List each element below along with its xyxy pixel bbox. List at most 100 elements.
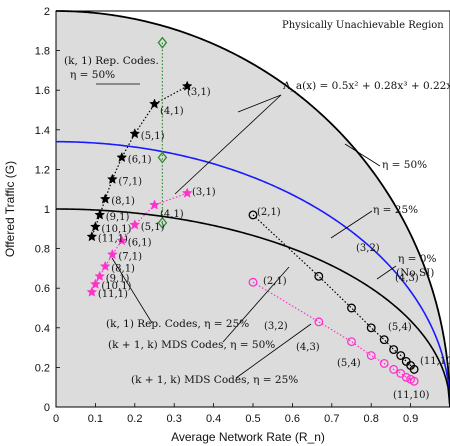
series-3-point	[401, 372, 411, 382]
annotation-eta50: η = 50%	[382, 159, 427, 171]
x-tick-label: 0.2	[127, 413, 142, 425]
annotation-nosi: (No SI)	[396, 267, 434, 279]
series-3-point	[347, 337, 356, 347]
y-tick-label: 0.4	[35, 323, 50, 335]
leader-eta50	[344, 143, 381, 167]
leader-formula-b	[237, 94, 282, 113]
label-rep50-point: (8,1)	[111, 196, 135, 207]
series-3-point	[409, 376, 419, 386]
series-2-point	[396, 351, 406, 360]
series-1-point	[129, 219, 141, 230]
achievable-region	[56, 11, 450, 407]
series-3-point	[248, 277, 258, 287]
label-rep50-point: (7,1)	[118, 176, 142, 187]
series-4-point	[157, 216, 168, 229]
x-tick-label: 0.8	[364, 413, 379, 425]
series-0-point	[116, 151, 128, 163]
label-mds50-32: (3,2)	[356, 243, 380, 254]
series-2-point	[409, 364, 419, 374]
y-tick-label: 0	[44, 402, 50, 414]
series-0-point	[106, 173, 118, 184]
x-tick-label: 0.4	[206, 413, 221, 425]
series-2-point	[389, 345, 399, 355]
series-4-point	[157, 151, 168, 164]
label-mds25-21: (2,1)	[263, 276, 287, 287]
label-pink-31: (3,1)	[192, 187, 216, 198]
label-rep50-point: (5,1)	[141, 131, 165, 142]
x-tick-label: 0.6	[285, 413, 300, 425]
region-label: Physically Unachievable Region	[282, 20, 444, 31]
series-2-point	[248, 210, 258, 220]
label-mds50-1110: (11,10)	[420, 356, 450, 367]
plot-area: (5,1)(6,1)(7,1)(8,1)(9,1)(10,1)(11,1)(5,…	[55, 10, 450, 408]
series-1-point	[116, 235, 128, 246]
leader-mds25	[235, 323, 312, 379]
series-4-point	[157, 36, 168, 49]
label-mds25-54: (5,4)	[337, 358, 361, 369]
label-rep50-41: (4,1)	[160, 106, 184, 117]
label-mds25-32: (3,2)	[264, 321, 288, 332]
series-1-point	[106, 248, 118, 260]
y-tick-label: 0.6	[35, 283, 50, 295]
label-pink-41: (4,1)	[160, 209, 184, 220]
x-tick-label: 0	[53, 413, 59, 425]
leader-mds50	[222, 266, 290, 343]
label-mds50-21: (2,1)	[257, 207, 281, 218]
series-1-point	[90, 278, 101, 289]
series-0-point	[149, 98, 160, 109]
series-0-point	[94, 209, 106, 220]
series-2-point	[379, 335, 389, 345]
label-mds50-54: (5,4)	[388, 322, 412, 333]
leader-formula-a	[174, 94, 282, 195]
y-tick-label: 1.6	[35, 85, 50, 97]
y-tick-label: 1.4	[35, 125, 50, 137]
x-tick-label: 0.9	[403, 413, 418, 425]
series-2-point	[366, 323, 376, 333]
y-tick-label: 1.8	[35, 46, 50, 58]
curve-boundary	[55, 10, 450, 408]
y-tick-label: 0.8	[35, 244, 50, 256]
series-1-point	[181, 187, 193, 198]
label-rep25-point: (9,1)	[106, 273, 130, 284]
y-tick-label: 2	[44, 6, 50, 18]
label-rep50-point: (6,1)	[128, 155, 152, 166]
curve-eta-50	[55, 140, 450, 408]
series-3-point	[389, 364, 399, 374]
series-0-point	[99, 193, 111, 204]
annotation-formula: Λ_a(x) = 0.5x² + 0.28x³ + 0.22x⁸	[282, 80, 450, 92]
x-tick-label: 0.5	[245, 413, 260, 425]
series-1-point	[149, 199, 160, 210]
x-tick-label: 0.1	[88, 413, 103, 425]
annotation-mds50: (k + 1, k) MDS Codes, η = 50%	[108, 339, 275, 351]
annotation-rep50-eta: η = 50%	[70, 69, 115, 81]
y-tick-label: 1	[44, 204, 50, 216]
label-mds25-43: (4,3)	[296, 342, 320, 353]
series-0-point	[90, 221, 101, 232]
leader-eta0	[376, 265, 397, 280]
annotation-rep50: (k, 1) Rep. Codes.	[64, 55, 159, 67]
series-3-point	[379, 358, 389, 368]
y-tick-label: 0.2	[35, 362, 50, 374]
series-line-2	[252, 214, 415, 370]
series-0-point	[129, 128, 141, 139]
label-mds50-43: (4,3)	[395, 273, 419, 284]
series-1-point	[94, 270, 106, 281]
series-line-3	[252, 281, 415, 382]
label-rep25-point: (11,1)	[98, 289, 128, 300]
label-rep50-31: (3,1)	[187, 87, 211, 98]
series-1-point	[86, 286, 98, 297]
series-3-point	[366, 351, 376, 360]
annotation-eta25: η = 25%	[373, 204, 418, 216]
x-ticks: 0 0.1 0.2 0.3 0.4 0.5 0.6 0.7 0.8 0.9	[53, 403, 418, 425]
series-0-point	[86, 231, 98, 242]
y-ticks: 0 0.2 0.4 0.6 0.8 1 1.2 1.4 1.6 1.8 2	[35, 6, 60, 414]
label-rep25-point: (7,1)	[118, 252, 142, 263]
x-tick-label: 0.3	[167, 413, 182, 425]
leader-eta25	[330, 210, 373, 239]
label-mds25-1110: (11,10)	[393, 390, 430, 401]
annotation-eta0: η = 0%	[398, 253, 436, 265]
curve-eta-0	[55, 208, 450, 408]
series-1-point	[99, 260, 111, 271]
